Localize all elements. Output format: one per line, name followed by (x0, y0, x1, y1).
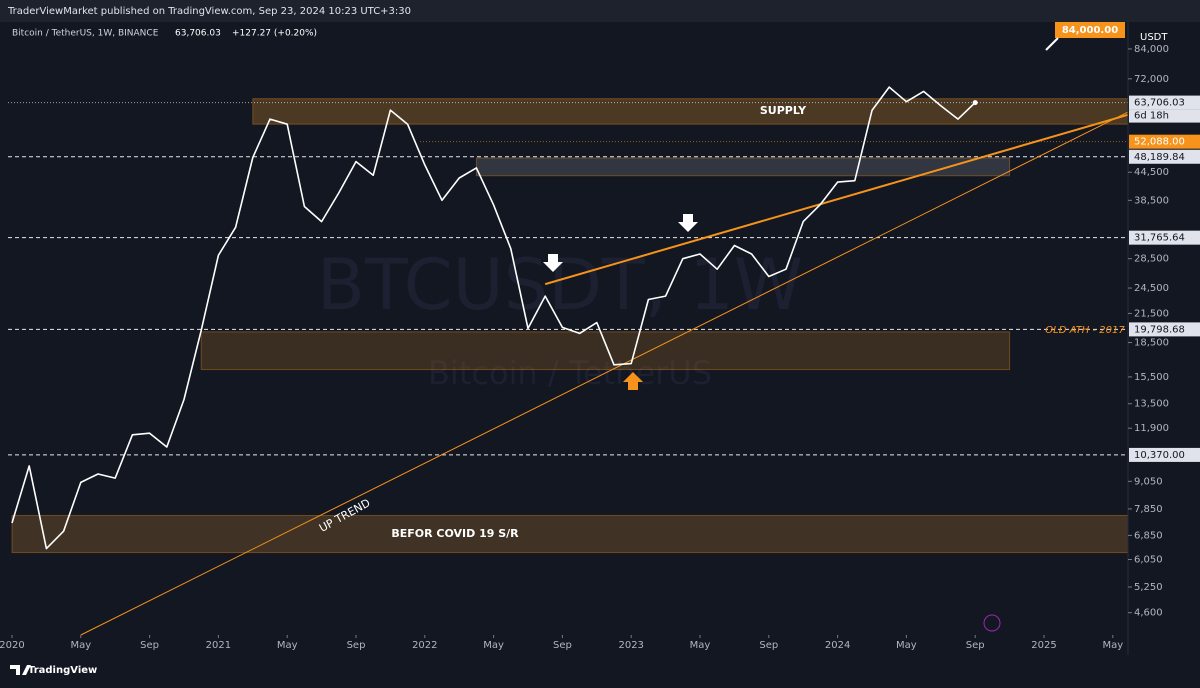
x-tick-label: 2020 (0, 640, 25, 651)
axis-panel (1128, 22, 1200, 655)
level-tag (1129, 149, 1200, 164)
arrow-up (623, 372, 643, 390)
y-tick-label: 15,500 (1134, 372, 1169, 383)
x-tick-label: Sep (140, 640, 159, 651)
y-tick-label: 5,250 (1134, 582, 1163, 593)
annotation: OLD ATH - 2017 (1045, 325, 1125, 336)
x-tick-label: 2023 (618, 640, 643, 651)
y-tick-label: 6,850 (1134, 530, 1163, 541)
y-tick-label: 13,500 (1134, 399, 1169, 410)
y-tick-label: 18,500 (1134, 338, 1169, 349)
watermark: BTCUSDT, 1W (317, 244, 803, 326)
x-tick-label: May (277, 640, 298, 651)
price-line (11, 86, 976, 550)
y-tick-label: 11,900 (1134, 423, 1169, 434)
y-tick-label: 84,000 (1134, 44, 1169, 55)
zone (252, 98, 1129, 125)
brand: TradingView (28, 665, 97, 676)
level-label: 10,370.00 (1134, 450, 1185, 461)
zone (200, 331, 1011, 371)
level-label: 63,706.03 (1134, 98, 1185, 109)
watermark-sub: Bitcoin / TetherUS (428, 354, 712, 392)
publisher: TraderViewMarket published on TradingVie… (7, 6, 411, 17)
level-tag (1129, 230, 1200, 245)
x-tick-label: 2025 (1031, 640, 1056, 651)
x-tick-label: Sep (759, 640, 778, 651)
x-tick-label: Sep (553, 640, 572, 651)
target-label: 84,000.00 (1062, 25, 1118, 36)
y-tick-label: 6,050 (1134, 554, 1163, 565)
level-label: 19,798.68 (1134, 324, 1185, 335)
level-label: 52,088.00 (1134, 137, 1185, 148)
header-bar (0, 0, 1200, 22)
x-tick-label: 2022 (412, 640, 437, 651)
x-tick-label: May (70, 640, 91, 651)
zone-label: SUPPLY (760, 104, 807, 117)
y-tick-label: 21,500 (1134, 308, 1169, 319)
logo (10, 665, 31, 675)
y-tick-label: 72,000 (1134, 74, 1169, 85)
y-tick-label: 9,050 (1134, 476, 1163, 487)
x-tick-label: May (896, 640, 917, 651)
level-tag (1129, 134, 1200, 149)
y-tick-label: 28,500 (1134, 254, 1169, 265)
change: +127.27 (+0.20%) (232, 29, 317, 39)
footer-bar (0, 655, 1200, 684)
level-label: 31,765.64 (1134, 233, 1185, 244)
zone (11, 514, 1129, 554)
x-tick-label: 2024 (825, 640, 850, 651)
target-pointer (1045, 37, 1059, 51)
trendline (80, 110, 1131, 636)
level-tag (1129, 447, 1200, 462)
arrow-down (543, 254, 563, 272)
icon (983, 614, 1001, 632)
level-label: 48,189.84 (1134, 152, 1185, 163)
countdown-tag (1129, 109, 1200, 123)
y-tick-label: 4,600 (1134, 608, 1163, 619)
zone (475, 157, 1011, 177)
last-price: 63,706.03 (175, 29, 221, 39)
x-tick-label: May (690, 640, 711, 651)
y-tick-label: 38,500 (1134, 195, 1169, 206)
x-tick-label: May (483, 640, 504, 651)
x-tick-label: 2021 (206, 640, 231, 651)
arrow-down (678, 214, 698, 232)
x-tick-label: Sep (966, 640, 985, 651)
y-tick-label: 24,500 (1134, 283, 1169, 294)
level-tag (1129, 322, 1200, 337)
currency: USDT (1140, 32, 1168, 43)
last-point (972, 100, 978, 106)
x-tick-label: May (1102, 640, 1123, 651)
target-box (1055, 22, 1125, 38)
x-tick-label: Sep (347, 640, 366, 651)
countdown: 6d 18h (1134, 111, 1169, 122)
y-tick-label: 44,500 (1134, 167, 1169, 178)
zone-label: BEFOR COVID 19 S/R (391, 527, 519, 540)
symbol: Bitcoin / TetherUS, 1W, BINANCE (12, 29, 159, 39)
trendline (544, 113, 1131, 286)
y-tick-label: 7,850 (1134, 504, 1163, 515)
level-tag (1129, 95, 1200, 110)
